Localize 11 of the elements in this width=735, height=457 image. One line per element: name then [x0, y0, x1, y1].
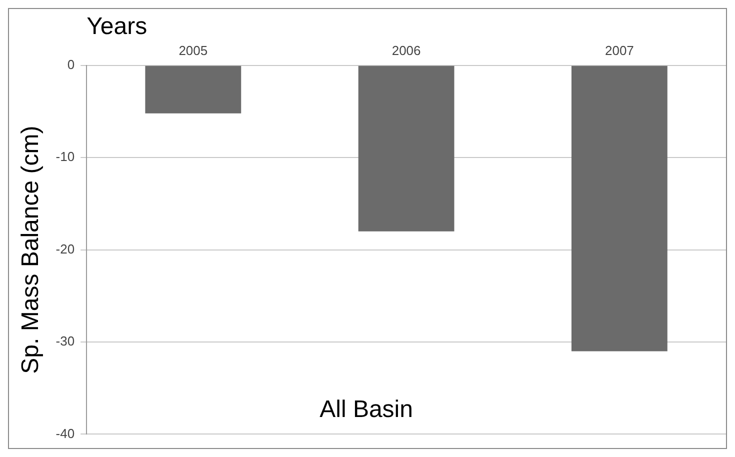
y-tick-label: -40 [56, 426, 75, 441]
x-tick-label: 2006 [392, 43, 421, 58]
annotation: All Basin [320, 396, 413, 423]
x-tick-label: 2007 [604, 43, 634, 58]
x-tick-label: 2005 [178, 43, 208, 58]
x-axis-title: Years [86, 13, 148, 40]
y-tick-label: -10 [56, 149, 75, 164]
y-tick-label: -20 [56, 241, 75, 256]
y-axis-title: Sp. Mass Balance (cm) [17, 126, 44, 374]
y-tick-label: -30 [56, 334, 75, 349]
y-tick-label: 0 [67, 56, 75, 72]
